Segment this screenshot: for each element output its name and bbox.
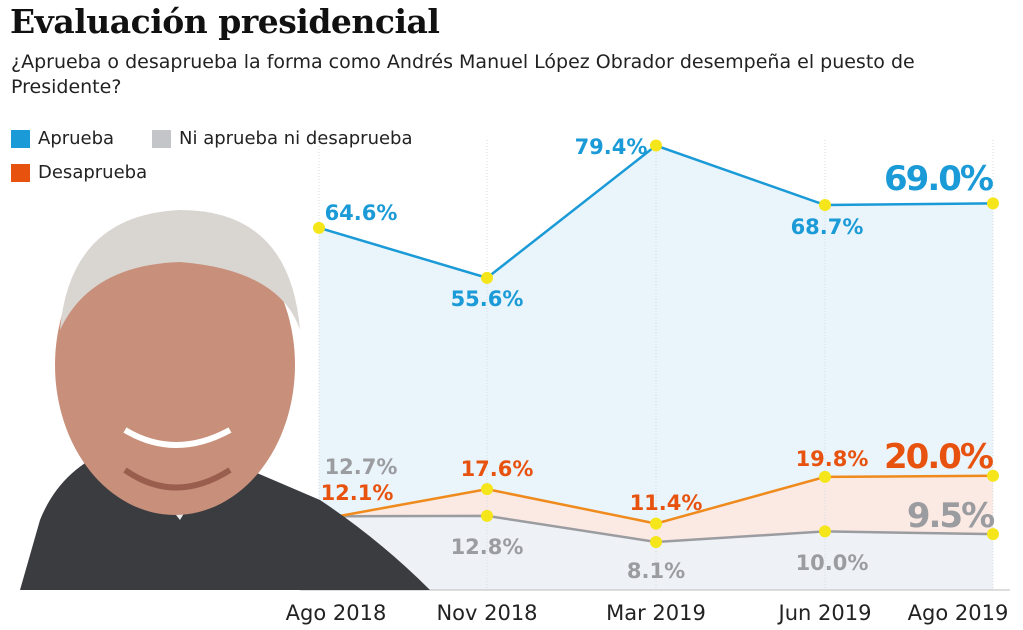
x-tick-label: Jun 2019 bbox=[777, 601, 872, 625]
aprueba-point bbox=[650, 139, 662, 152]
chart-title: Evaluación presidencial bbox=[10, 2, 440, 41]
x-tick-label: Mar 2019 bbox=[606, 601, 706, 625]
legend-swatch-ni bbox=[152, 129, 171, 148]
x-tick-label: Ago 2019 bbox=[908, 601, 1009, 625]
data-label: 17.6% bbox=[461, 457, 534, 481]
data-label: 12.1% bbox=[321, 481, 394, 505]
legend-item-ni: Ni aprueba ni desaprueba bbox=[152, 128, 413, 149]
aprueba-point bbox=[313, 221, 325, 234]
x-tick-label: Nov 2018 bbox=[436, 601, 537, 625]
legend-label: Aprueba bbox=[38, 128, 115, 149]
desaprueba-point bbox=[819, 470, 831, 483]
ni-point bbox=[987, 528, 999, 541]
data-label: 19.8% bbox=[796, 447, 869, 471]
data-label: 11.4% bbox=[630, 491, 703, 515]
data-label: 20.0% bbox=[884, 437, 993, 477]
ni-point bbox=[650, 535, 662, 548]
data-label: 8.1% bbox=[627, 559, 685, 583]
data-label: 69.0% bbox=[884, 159, 993, 199]
x-tick-label: Ago 2018 bbox=[286, 601, 387, 625]
legend-swatch-aprueba bbox=[11, 129, 30, 148]
data-label: 79.4% bbox=[575, 135, 648, 159]
data-label: 12.7% bbox=[325, 455, 398, 479]
legend-swatch-desaprueba bbox=[11, 163, 30, 182]
data-label: 12.8% bbox=[451, 535, 524, 559]
desaprueba-point bbox=[481, 483, 493, 496]
legend-item-aprueba: Aprueba bbox=[11, 128, 114, 149]
data-label: 9.5% bbox=[907, 496, 994, 536]
legend-item-desaprueba: Desaprueba bbox=[11, 162, 147, 183]
legend-label: Desaprueba bbox=[38, 162, 148, 183]
data-label: 64.6% bbox=[325, 201, 398, 225]
aprueba-point bbox=[987, 197, 999, 210]
desaprueba-point bbox=[650, 517, 662, 530]
aprueba-point bbox=[481, 271, 493, 284]
desaprueba-point bbox=[987, 469, 999, 482]
legend-label: Ni aprueba ni desaprueba bbox=[179, 128, 413, 149]
data-label: 68.7% bbox=[791, 215, 864, 239]
aprueba-point bbox=[819, 199, 831, 212]
chart-subtitle: ¿Aprueba o desaprueba la forma como Andr… bbox=[11, 51, 915, 98]
ni-point bbox=[819, 525, 831, 538]
data-label: 55.6% bbox=[451, 287, 524, 311]
data-label: 10.0% bbox=[796, 551, 869, 575]
ni-point bbox=[481, 509, 493, 522]
president-photo bbox=[20, 210, 430, 590]
